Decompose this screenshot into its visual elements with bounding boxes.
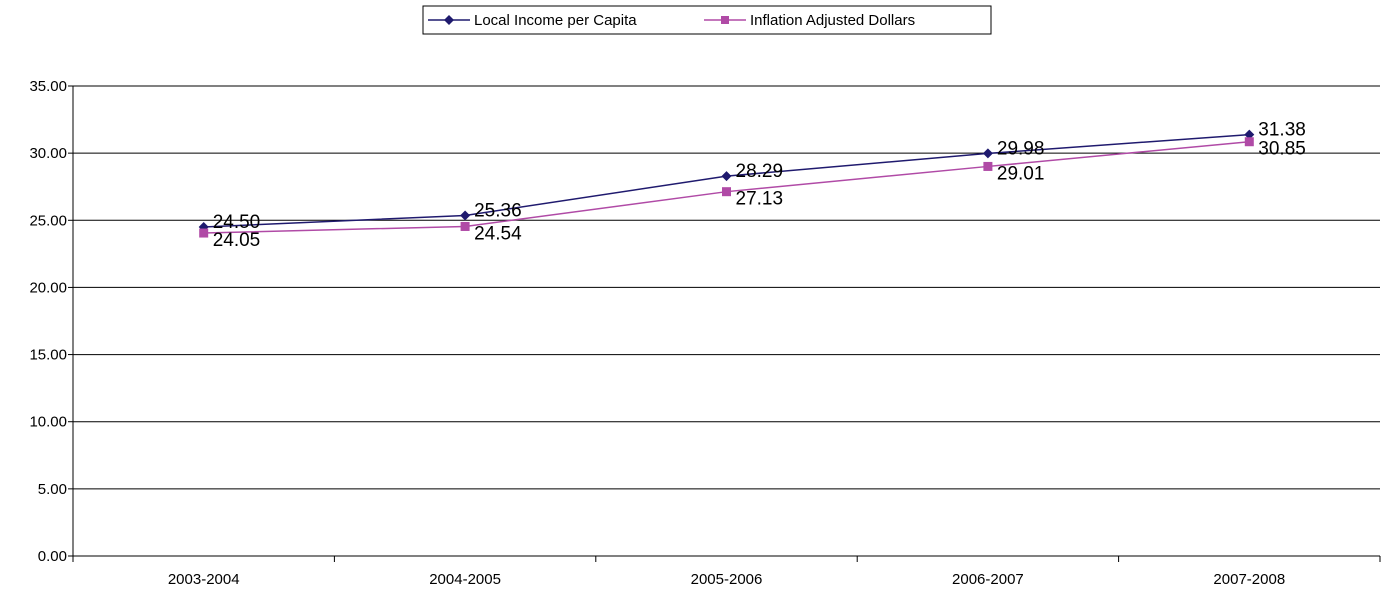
data-label-inflation-adjusted: 27.13 <box>736 189 784 210</box>
axes <box>68 85 1381 562</box>
x-axis-tick-labels: 2003-2004 2004-2005 2005-2006 2006-2007 2007… <box>168 571 1285 588</box>
legend: Local Income per Capita Inflation Adjust… <box>422 5 992 35</box>
legend-label-local-income: Local Income per Capita <box>474 12 637 29</box>
x-tick-label: 2003-2004 <box>168 571 240 588</box>
data-label-inflation-adjusted: 30.85 <box>1258 139 1306 160</box>
x-tick-label: 2006-2007 <box>952 571 1024 588</box>
data-label-local-income: 25.36 <box>474 200 522 221</box>
y-tick-label: 5.00 <box>38 481 67 498</box>
data-label-inflation-adjusted: 24.05 <box>213 230 261 251</box>
y-tick-label: 0.00 <box>38 548 67 565</box>
y-axis-tick-labels: 0.00 5.00 10.00 15.00 20.00 25.00 30.00 35.00 <box>29 78 67 565</box>
data-labels-group: 24.50 25.36 28.29 29.98 31.38 24.05 24.54 27.13… <box>213 120 1306 251</box>
data-point-local-income <box>460 210 471 221</box>
legend-marker-inflation-adjusted <box>721 16 729 24</box>
y-tick-label: 25.00 <box>29 212 67 229</box>
data-label-local-income: 28.29 <box>736 161 784 182</box>
data-point-local-income <box>721 171 732 182</box>
data-point-local-income <box>1244 129 1255 140</box>
y-tick-label: 15.00 <box>29 347 67 364</box>
data-label-inflation-adjusted: 29.01 <box>997 163 1045 184</box>
y-tick-label: 10.00 <box>29 414 67 431</box>
data-point-local-income <box>982 148 993 159</box>
y-tick-label: 30.00 <box>29 145 67 162</box>
series-group <box>198 129 1255 238</box>
x-tick-label: 2007-2008 <box>1213 571 1285 588</box>
data-label-local-income: 24.50 <box>213 212 261 233</box>
legend-marker-local-income <box>444 15 454 25</box>
x-tick-label: 2005-2006 <box>691 571 763 588</box>
y-tick-label: 35.00 <box>29 78 67 95</box>
data-point-inflation-adjusted <box>983 161 993 171</box>
data-label-local-income: 31.38 <box>1258 120 1306 141</box>
data-point-inflation-adjusted <box>722 187 731 197</box>
data-point-inflation-adjusted <box>199 228 209 238</box>
data-point-inflation-adjusted <box>460 221 470 231</box>
y-tick-label: 20.00 <box>29 279 67 296</box>
data-label-local-income: 29.98 <box>997 138 1045 159</box>
legend-label-inflation-adjusted: Inflation Adjusted Dollars <box>750 12 915 29</box>
x-tick-label: 2004-2005 <box>429 571 501 588</box>
data-label-inflation-adjusted: 24.54 <box>474 223 522 244</box>
grid-lines <box>73 85 1380 557</box>
data-point-inflation-adjusted <box>1244 137 1254 147</box>
